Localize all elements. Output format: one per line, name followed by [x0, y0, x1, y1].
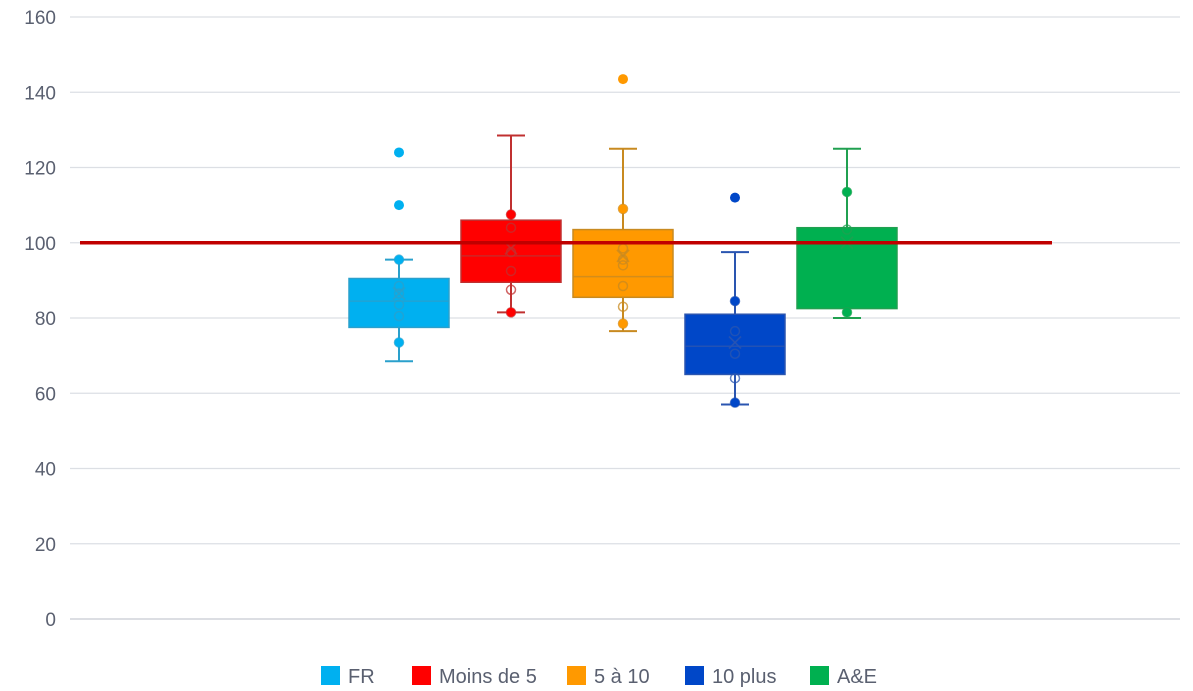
data-point — [505, 284, 517, 296]
data-point — [841, 224, 853, 235]
box-fr — [348, 147, 450, 363]
data-point — [842, 307, 852, 317]
legend-label: A&E — [837, 666, 877, 688]
data-point — [617, 260, 629, 271]
mean-marker — [392, 286, 406, 301]
data-point — [505, 222, 517, 233]
outlier-point — [394, 147, 404, 158]
data-point — [393, 310, 405, 322]
data-point — [617, 280, 629, 292]
box-iqr — [460, 219, 562, 284]
data-point — [618, 204, 628, 214]
box-iqr — [796, 226, 898, 310]
outlier-point — [730, 192, 740, 203]
outlier-point — [618, 74, 628, 85]
data-point — [393, 280, 405, 292]
legend: FR Moins de 5 5 à 10 10 plus A&E — [321, 666, 877, 688]
y-tick-label: 120 — [24, 159, 56, 180]
box-iqr — [348, 277, 450, 329]
box-moins-de-5 — [460, 134, 562, 318]
data-point — [506, 307, 516, 317]
y-axis: 0 20 40 60 80 100 120 140 160 — [24, 8, 56, 631]
data-point — [394, 255, 404, 265]
gridlines — [70, 16, 1180, 620]
box-a-e — [796, 147, 898, 319]
legend-swatch — [810, 666, 829, 685]
legend-swatch — [567, 666, 586, 685]
data-point — [730, 398, 740, 408]
data-point — [394, 337, 404, 347]
y-tick-label: 40 — [35, 460, 56, 481]
data-point — [617, 301, 629, 312]
y-tick-label: 100 — [24, 234, 56, 255]
data-point — [393, 288, 405, 299]
y-tick-label: 0 — [45, 610, 56, 631]
data-point — [506, 210, 516, 220]
legend-swatch — [412, 666, 431, 685]
legend-swatch — [321, 666, 340, 685]
data-point — [729, 372, 741, 384]
box-10-plus — [684, 192, 786, 408]
legend-label: 5 à 10 — [594, 666, 650, 688]
data-point — [729, 348, 741, 359]
legend-swatch — [685, 666, 704, 685]
box-iqr — [684, 313, 786, 376]
y-tick-label: 160 — [24, 8, 56, 29]
y-tick-label: 140 — [24, 83, 56, 104]
outlier-point — [394, 200, 404, 211]
y-tick-label: 60 — [35, 384, 56, 405]
box-iqr — [572, 228, 674, 299]
legend-label: 10 plus — [712, 666, 777, 688]
y-tick-label: 80 — [35, 309, 56, 330]
box-5-10 — [572, 74, 674, 333]
data-point — [505, 265, 517, 277]
legend-label: FR — [348, 666, 375, 688]
mean-marker — [728, 335, 742, 350]
legend-label: Moins de 5 — [439, 666, 537, 688]
data-point — [730, 296, 740, 306]
data-point — [842, 187, 852, 197]
box-series — [348, 74, 898, 408]
data-point — [729, 325, 741, 337]
mean-marker — [616, 249, 630, 263]
y-tick-label: 20 — [35, 535, 56, 556]
data-point — [618, 319, 628, 329]
data-point — [393, 299, 405, 311]
